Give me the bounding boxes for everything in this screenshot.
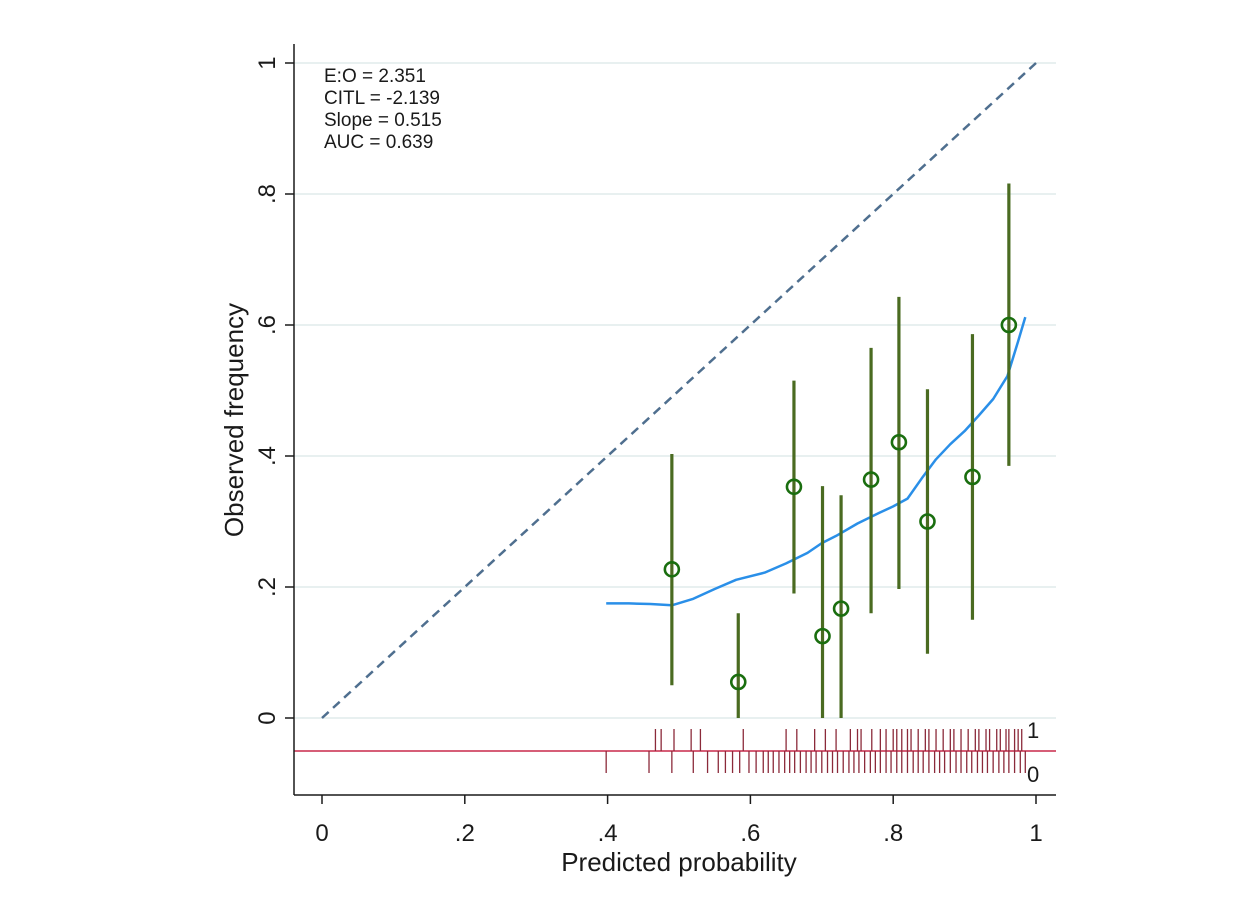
observed-point — [862, 471, 880, 488]
x-tick-label: .4 — [598, 820, 618, 847]
rug-layer — [294, 729, 1056, 773]
x-tick-label: .2 — [455, 820, 475, 847]
stat-line: CITL = -2.139 — [324, 88, 440, 109]
observed-point — [890, 433, 908, 451]
x-tick-label: 0 — [315, 820, 328, 847]
rug-label-event: 1 — [1027, 718, 1039, 743]
confidence-interval-layer — [670, 183, 1011, 718]
observed-point — [663, 561, 681, 578]
observed-point — [964, 468, 981, 486]
y-tick-label: .6 — [254, 315, 281, 335]
y-tick-label: .2 — [254, 577, 281, 597]
observed-point — [919, 513, 936, 530]
stat-line: AUC = 0.639 — [324, 132, 433, 153]
stat-line: Slope = 0.515 — [324, 110, 442, 131]
y-tick-label: 0 — [254, 711, 281, 724]
smooth-curve-layer — [606, 316, 1027, 607]
rug-label-nonevent: 0 — [1027, 762, 1039, 787]
stat-line: E:O = 2.351 — [324, 66, 426, 87]
observed-point — [1000, 316, 1018, 334]
observed-point — [729, 673, 747, 691]
y-tick-label: .8 — [254, 184, 281, 204]
gridlines — [294, 62, 1056, 719]
observed-point — [814, 627, 831, 645]
labels: 1 0 0 .2 .4 .6 .8 1 0 .2 .4 .6 .8 1 Predicted probabil… — [219, 56, 1043, 877]
x-tick-label: .6 — [740, 820, 760, 847]
smooth-calibration-curve — [606, 316, 1027, 607]
y-tick-label: 1 — [254, 56, 281, 69]
x-axis-title: Predicted probability — [561, 847, 797, 877]
observed-point — [785, 478, 803, 496]
reference-line-layer — [321, 62, 1037, 719]
axes — [285, 44, 1056, 804]
y-tick-label: .4 — [254, 446, 281, 466]
x-tick-label: .8 — [883, 820, 903, 847]
x-tick-label: 1 — [1029, 820, 1042, 847]
y-axis-title: Observed frequency — [219, 303, 249, 537]
observed-point — [832, 600, 850, 617]
reference-line — [321, 62, 1037, 719]
observed-points-layer — [663, 316, 1018, 691]
